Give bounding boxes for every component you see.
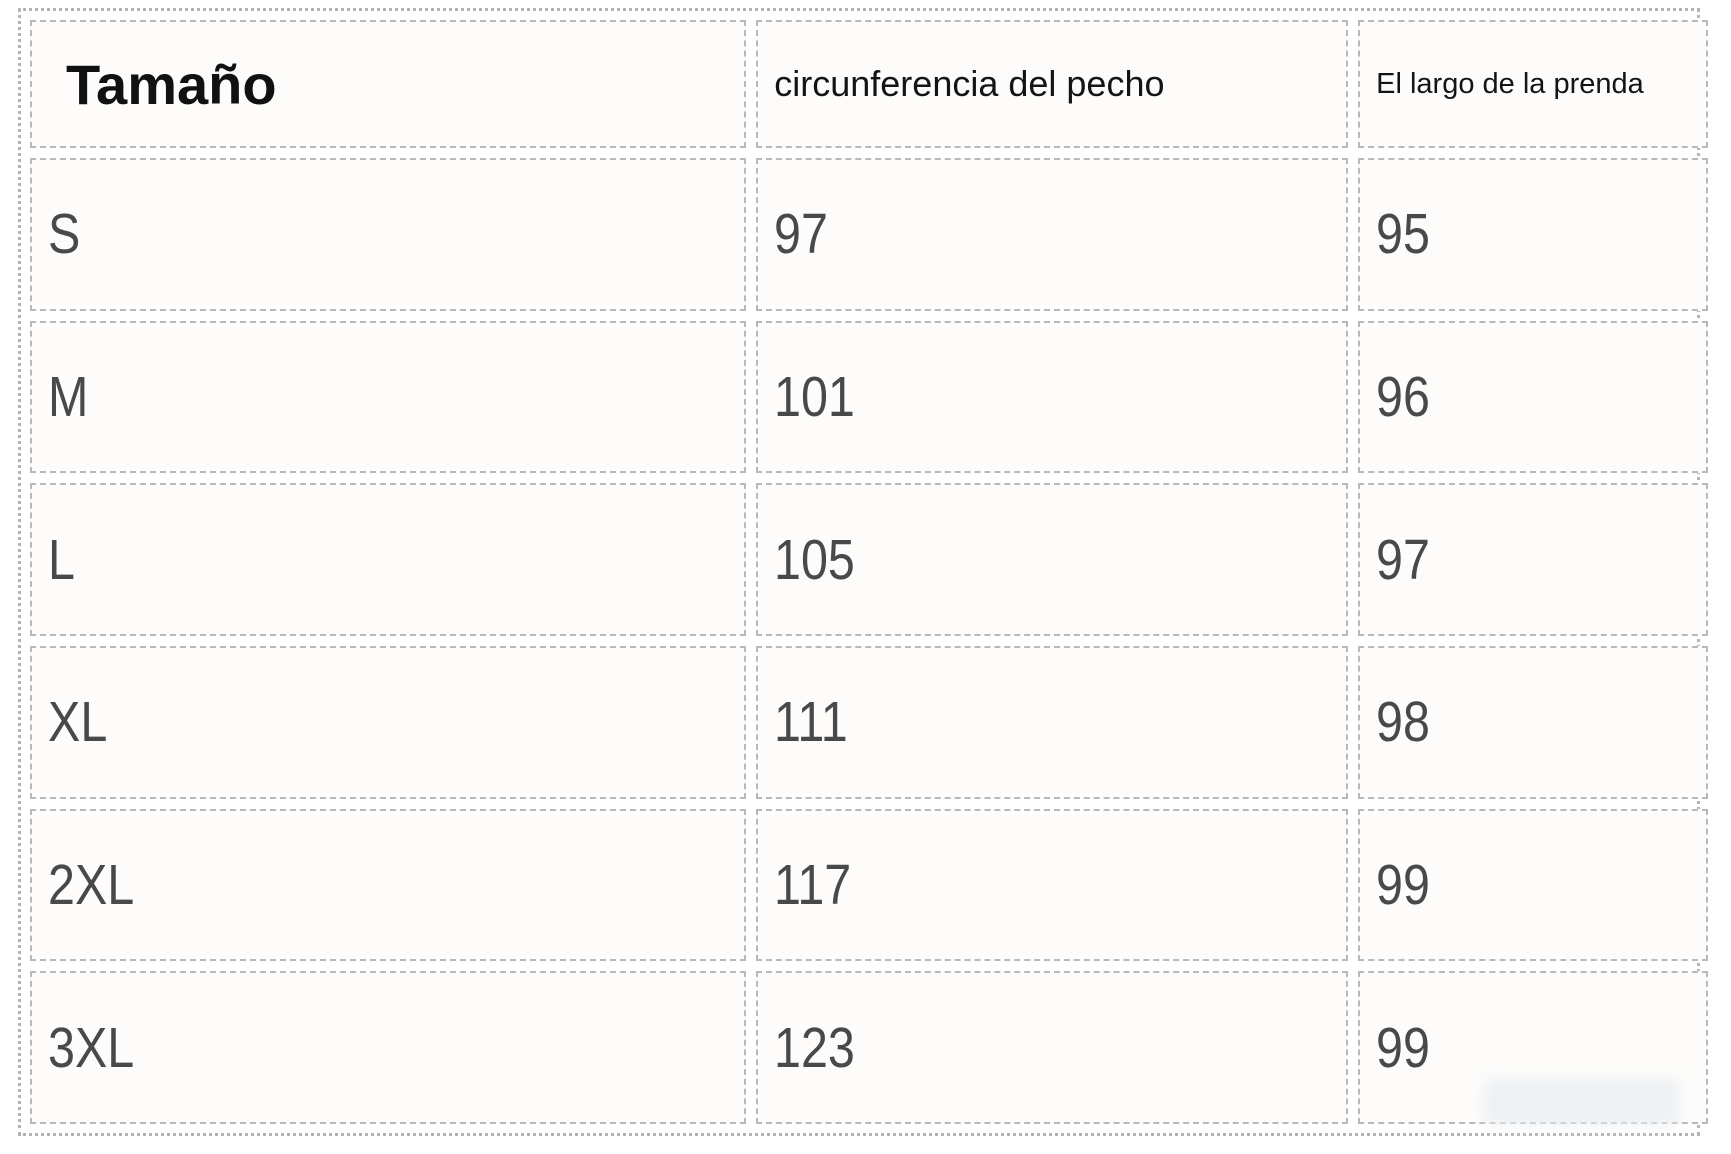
header-cell-size: Tamaño xyxy=(30,20,747,148)
row-m-chest-cell: 101 xyxy=(756,320,1349,474)
row-2xl-length-cell: 99 xyxy=(1358,808,1708,962)
length-value: 99 xyxy=(1376,852,1431,917)
size-value: 2XL xyxy=(48,852,135,917)
row-3xl-chest-cell: 123 xyxy=(756,971,1349,1124)
row-xl-size-cell: XL xyxy=(30,646,747,799)
row-l-chest-cell: 105 xyxy=(756,483,1349,636)
row-m-length-cell: 96 xyxy=(1358,320,1708,474)
header-cell-chest: circunferencia del pecho xyxy=(756,20,1349,148)
chest-value: 105 xyxy=(774,527,856,592)
chest-value: 97 xyxy=(774,202,829,267)
chest-value: 101 xyxy=(774,364,856,429)
length-value: 99 xyxy=(1376,1015,1431,1080)
chest-value: 117 xyxy=(774,852,852,917)
length-value: 95 xyxy=(1376,202,1431,267)
row-s-size-cell: S xyxy=(30,158,747,311)
header-chest-label: circunferencia del pecho xyxy=(774,63,1165,104)
row-l-length-cell: 97 xyxy=(1358,483,1708,636)
size-chart-table: Tamaño circunferencia del pecho El largo… xyxy=(30,20,1708,1124)
row-3xl-size-cell: 3XL xyxy=(30,971,747,1124)
row-2xl-size-cell: 2XL xyxy=(30,808,747,962)
blurred-watermark xyxy=(1484,1078,1679,1126)
chest-value: 111 xyxy=(774,690,848,755)
size-value: M xyxy=(48,364,89,429)
length-value: 98 xyxy=(1376,690,1431,755)
length-value: 96 xyxy=(1376,364,1431,429)
row-xl-length-cell: 98 xyxy=(1358,646,1708,799)
size-value: 3XL xyxy=(48,1015,135,1080)
row-l-size-cell: L xyxy=(30,483,747,636)
row-2xl-chest-cell: 117 xyxy=(756,808,1349,962)
size-value: S xyxy=(48,202,81,267)
header-length-label: El largo de la prenda xyxy=(1376,67,1644,100)
header-size-label: Tamaño xyxy=(66,52,277,116)
chest-value: 123 xyxy=(774,1015,856,1080)
row-m-size-cell: M xyxy=(30,320,747,474)
row-s-length-cell: 95 xyxy=(1358,158,1708,311)
size-value: L xyxy=(48,527,75,592)
length-value: 97 xyxy=(1376,527,1431,592)
size-value: XL xyxy=(48,690,108,755)
header-cell-length: El largo de la prenda xyxy=(1358,20,1708,148)
table-outer-frame: Tamaño circunferencia del pecho El largo… xyxy=(18,8,1708,1136)
row-xl-chest-cell: 111 xyxy=(756,646,1349,799)
row-s-chest-cell: 97 xyxy=(756,158,1349,311)
